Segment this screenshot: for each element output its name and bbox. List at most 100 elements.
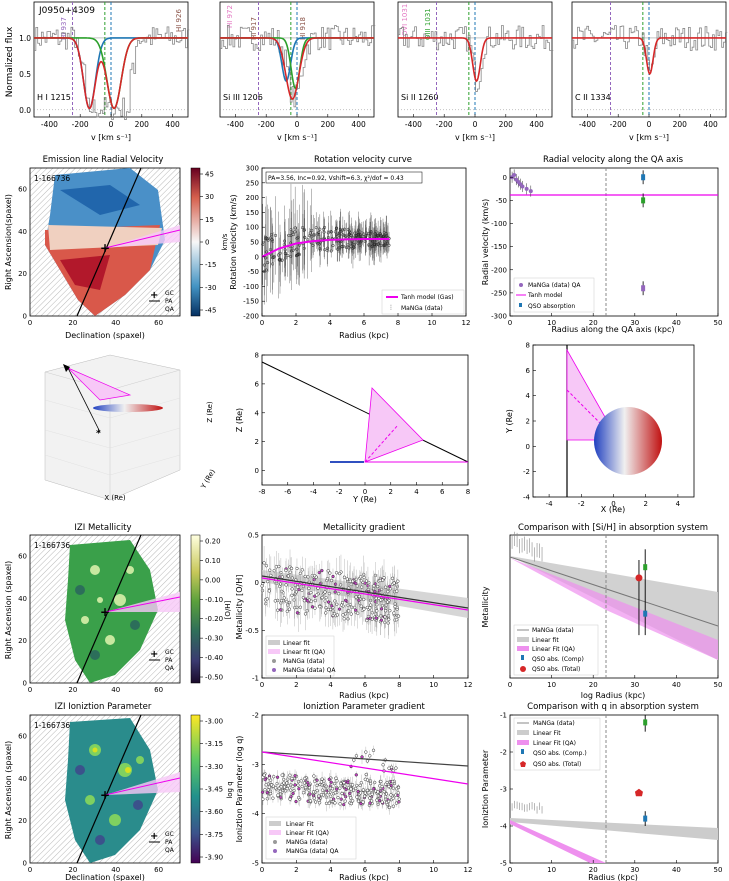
data-point (386, 621, 390, 625)
data-point (349, 612, 353, 616)
data-point (318, 248, 322, 252)
velocity-cbar-label: km/s (221, 233, 229, 250)
cbar-tick-label: 0.20 (205, 538, 221, 546)
x-tick-label: -4 (310, 488, 318, 496)
data-point (335, 602, 339, 606)
cbar-tick-label: -3.75 (205, 831, 223, 839)
data-point (265, 597, 269, 601)
map-x-tick-label: 20 (68, 866, 77, 874)
metal-grad-legend-1: Linear fit (QA) (283, 649, 325, 656)
data-point (291, 791, 295, 796)
data-point (312, 577, 316, 582)
x-tick-label: 8 (397, 681, 401, 689)
metal-comp-legend-0: MaNGa (data) (532, 627, 574, 634)
x-tick-label: -400 (227, 120, 244, 129)
data-point (307, 234, 312, 238)
data-point (269, 783, 274, 787)
data-point (313, 598, 317, 603)
data-point (313, 800, 318, 804)
ion-comp-title: Comparison with q in absorption system (527, 702, 699, 712)
data-point (340, 791, 344, 796)
cbar-tick-label: 30 (205, 193, 214, 201)
data-point (393, 605, 397, 609)
data-point (362, 607, 366, 611)
x-tick-label: 30 (630, 319, 639, 327)
rotation-xlabel: Radius (kpc) (339, 331, 389, 340)
geo3d-ylabel: Y (Re) (199, 468, 217, 491)
ion-grad-legend-3: MaNGa (data) QA (286, 848, 339, 855)
x-tick-label: 400 (165, 120, 180, 129)
y-tick-label: -5 (500, 860, 507, 868)
svg-text:⫶: ⫶ (390, 304, 392, 312)
data-point (363, 777, 367, 781)
data-point (354, 786, 358, 791)
data-point (282, 596, 286, 600)
data-point (391, 768, 395, 773)
y-tick-label: -1 (252, 675, 259, 683)
data-point (381, 578, 385, 582)
data-point (354, 773, 358, 777)
geo3d-xlabel: X (Re) (104, 494, 126, 502)
metal-comp-points (511, 531, 648, 636)
data-point (379, 779, 383, 784)
metal-legend-pa: PA (165, 657, 173, 664)
data-point (354, 754, 359, 758)
data-point (319, 780, 323, 784)
velocity-map-panel: Emission line Radial Velocity + 1-166736… (4, 155, 229, 340)
data-point (371, 748, 376, 752)
x-tick-label: 12 (462, 319, 471, 327)
x-tick-label: 8 (396, 319, 400, 327)
x-tick-label: 200 (321, 120, 336, 129)
data-point (310, 605, 315, 609)
data-point (524, 186, 529, 191)
y-tick-label: 0 (526, 443, 530, 451)
data-point (324, 784, 328, 788)
data-point (266, 261, 270, 265)
data-point (271, 796, 275, 800)
metal-grad-legend-2: MaNGa (data) (283, 658, 325, 665)
x-tick-label: 10 (428, 319, 437, 327)
data-point (284, 568, 288, 573)
radial-data-points (510, 169, 646, 296)
data-point (264, 783, 268, 787)
spectrum-line-label-0: H I 1215 (37, 93, 71, 102)
y-tick-label: -4 (500, 823, 508, 831)
ion-map-ylabel: Right Ascension (spaxel) (4, 741, 13, 840)
ionization-gradient-panel: Ioniztion Parameter gradient Linear Fit … (235, 702, 472, 881)
spectrum-line-label-2: Si II 1260 (401, 93, 438, 102)
data-point (520, 184, 525, 189)
data-point (285, 609, 289, 614)
data-point (285, 781, 289, 785)
data-point (368, 754, 372, 758)
data-point (274, 233, 278, 237)
data-point (303, 235, 307, 239)
data-point (356, 799, 361, 803)
data-point (293, 783, 297, 787)
data-point (300, 588, 304, 592)
data-point (383, 243, 387, 247)
map-axes: 0 20 40 60 0 20 40 60 0 20 40 60 0 20 40 60 0 20 40 60 0 20 40… (18, 186, 163, 874)
ion-grad-legend-1: Linear Fit (QA) (286, 830, 329, 837)
data-point (363, 791, 367, 795)
data-point (261, 797, 265, 801)
data-point (362, 572, 366, 577)
x-tick-label: 6 (363, 681, 368, 689)
data-point (358, 575, 363, 579)
data-point (329, 780, 333, 784)
data-point (295, 247, 299, 251)
map-x-tick-label: 40 (111, 686, 120, 694)
cbar-tick-label: -3.00 (205, 718, 223, 726)
data-point (315, 232, 319, 236)
data-point (390, 576, 395, 581)
data-point (275, 775, 280, 779)
data-point (528, 189, 533, 194)
spectrum-xlabel: v [km s⁻¹] (455, 133, 495, 142)
map-y-tick-label: 60 (18, 186, 27, 194)
data-point (286, 254, 290, 258)
qso-comp-point (643, 564, 648, 571)
data-point (333, 599, 337, 603)
y-tick-label: -3 (252, 761, 259, 769)
data-point (384, 232, 388, 236)
y-tick-label: 250 (246, 179, 259, 187)
data-point (335, 613, 340, 617)
